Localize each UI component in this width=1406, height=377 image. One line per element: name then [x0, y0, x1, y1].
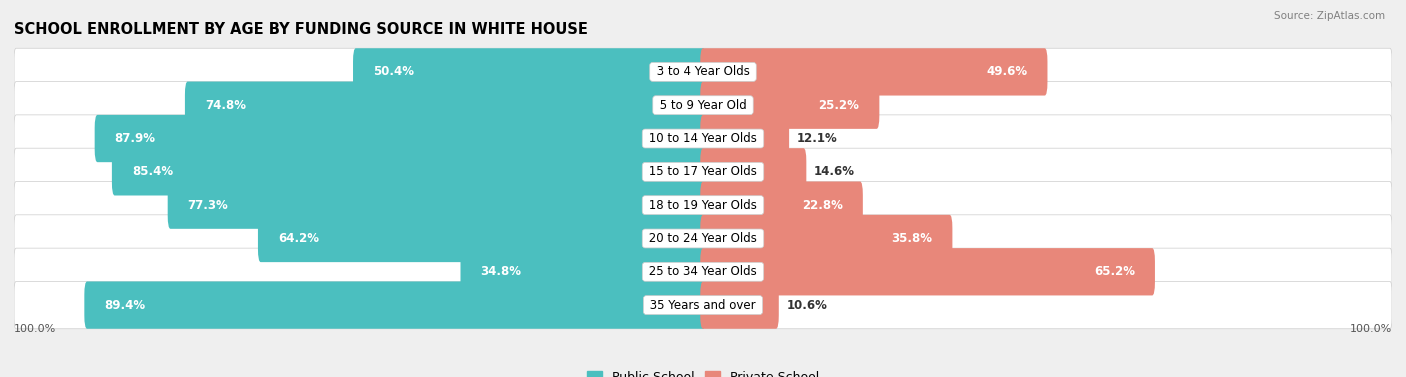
FancyBboxPatch shape — [112, 148, 706, 196]
FancyBboxPatch shape — [14, 48, 1392, 95]
FancyBboxPatch shape — [700, 115, 789, 162]
Text: 65.2%: 65.2% — [1094, 265, 1135, 278]
Text: 10 to 14 Year Olds: 10 to 14 Year Olds — [645, 132, 761, 145]
FancyBboxPatch shape — [461, 248, 706, 296]
FancyBboxPatch shape — [700, 248, 1154, 296]
FancyBboxPatch shape — [700, 181, 863, 229]
FancyBboxPatch shape — [167, 181, 706, 229]
Text: 15 to 17 Year Olds: 15 to 17 Year Olds — [645, 166, 761, 178]
FancyBboxPatch shape — [700, 282, 779, 329]
Text: 20 to 24 Year Olds: 20 to 24 Year Olds — [645, 232, 761, 245]
Text: 5 to 9 Year Old: 5 to 9 Year Old — [655, 99, 751, 112]
FancyBboxPatch shape — [700, 48, 1047, 95]
Text: 89.4%: 89.4% — [104, 299, 145, 312]
FancyBboxPatch shape — [353, 48, 706, 95]
Text: 14.6%: 14.6% — [814, 166, 855, 178]
Text: 87.9%: 87.9% — [115, 132, 156, 145]
FancyBboxPatch shape — [700, 148, 807, 196]
Text: 85.4%: 85.4% — [132, 166, 173, 178]
Text: 10.6%: 10.6% — [786, 299, 827, 312]
Text: 25.2%: 25.2% — [818, 99, 859, 112]
Text: 35.8%: 35.8% — [891, 232, 932, 245]
Text: 50.4%: 50.4% — [373, 65, 413, 78]
Text: 77.3%: 77.3% — [187, 199, 228, 211]
Text: SCHOOL ENROLLMENT BY AGE BY FUNDING SOURCE IN WHITE HOUSE: SCHOOL ENROLLMENT BY AGE BY FUNDING SOUR… — [14, 22, 588, 37]
Text: 34.8%: 34.8% — [481, 265, 522, 278]
Text: 12.1%: 12.1% — [797, 132, 838, 145]
FancyBboxPatch shape — [14, 215, 1392, 262]
Text: 35 Years and over: 35 Years and over — [647, 299, 759, 312]
Text: 25 to 34 Year Olds: 25 to 34 Year Olds — [645, 265, 761, 278]
FancyBboxPatch shape — [84, 282, 706, 329]
FancyBboxPatch shape — [14, 248, 1392, 296]
FancyBboxPatch shape — [700, 215, 952, 262]
Legend: Public School, Private School: Public School, Private School — [582, 366, 824, 377]
FancyBboxPatch shape — [14, 81, 1392, 129]
Text: 100.0%: 100.0% — [14, 324, 56, 334]
Text: 3 to 4 Year Olds: 3 to 4 Year Olds — [652, 65, 754, 78]
Text: 100.0%: 100.0% — [1350, 324, 1392, 334]
FancyBboxPatch shape — [94, 115, 706, 162]
FancyBboxPatch shape — [14, 115, 1392, 162]
Text: 18 to 19 Year Olds: 18 to 19 Year Olds — [645, 199, 761, 211]
FancyBboxPatch shape — [14, 181, 1392, 229]
Text: 22.8%: 22.8% — [801, 199, 842, 211]
Text: 49.6%: 49.6% — [987, 65, 1028, 78]
FancyBboxPatch shape — [700, 81, 879, 129]
Text: 74.8%: 74.8% — [205, 99, 246, 112]
FancyBboxPatch shape — [257, 215, 706, 262]
FancyBboxPatch shape — [14, 148, 1392, 196]
Text: 64.2%: 64.2% — [278, 232, 319, 245]
FancyBboxPatch shape — [186, 81, 706, 129]
FancyBboxPatch shape — [14, 282, 1392, 329]
Text: Source: ZipAtlas.com: Source: ZipAtlas.com — [1274, 11, 1385, 21]
